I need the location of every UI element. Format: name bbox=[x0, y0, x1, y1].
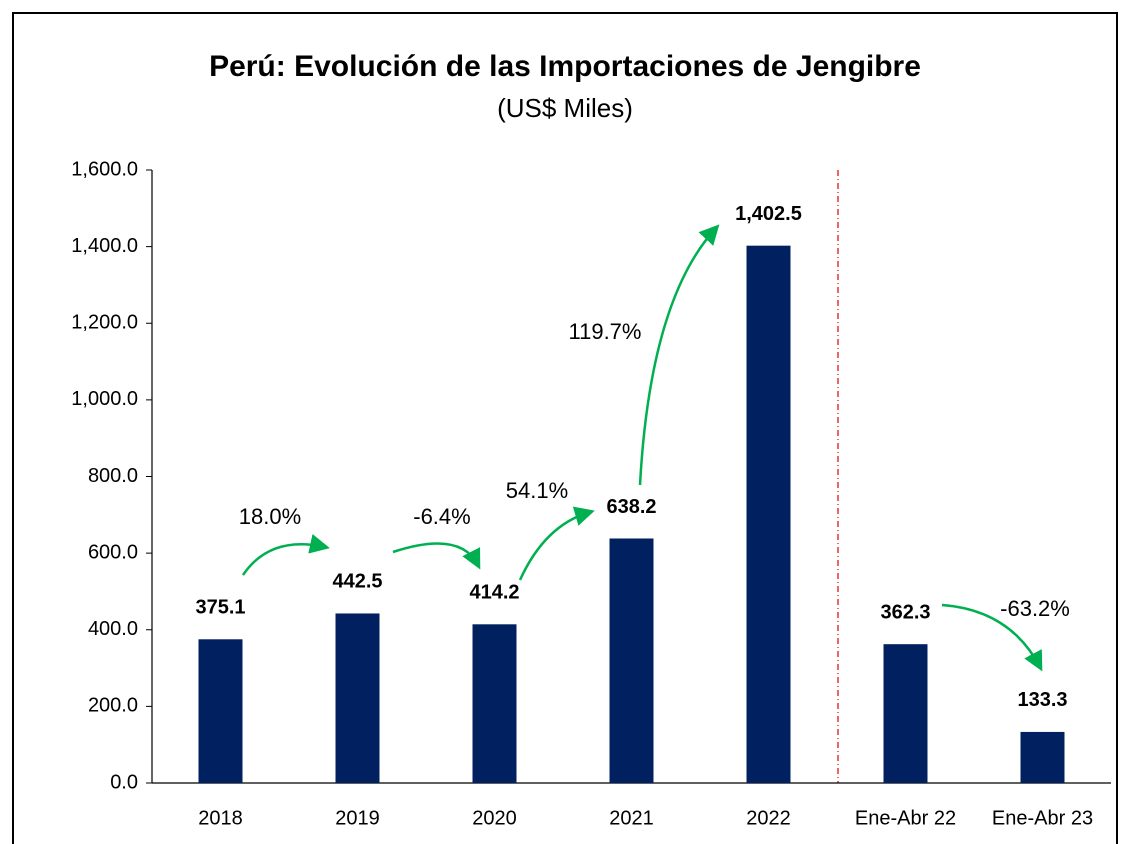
bar bbox=[1020, 731, 1065, 783]
y-tick-label: 600.0 bbox=[88, 541, 138, 563]
frame bbox=[12, 12, 1118, 844]
data-label: 362.3 bbox=[880, 601, 930, 623]
chart-subtitle: (US$ Miles) bbox=[497, 93, 633, 123]
y-tick-label: 400.0 bbox=[88, 618, 138, 640]
bar bbox=[335, 613, 380, 783]
chart-title: Perú: Evolución de las Importaciones de … bbox=[209, 50, 921, 83]
y-tick-label: 1,000.0 bbox=[71, 388, 138, 410]
x-tick-label: 2021 bbox=[609, 807, 654, 829]
growth-arrow bbox=[638, 224, 720, 486]
growth-label: 119.7% bbox=[569, 319, 642, 344]
data-label: 1,402.5 bbox=[735, 203, 802, 225]
growth-label: 54.1% bbox=[506, 478, 568, 503]
x-tick-label: Ene-Abr 22 bbox=[855, 807, 956, 829]
bar bbox=[198, 639, 243, 783]
x-tick-label: 2020 bbox=[472, 807, 517, 829]
growth-arrow bbox=[518, 506, 595, 581]
data-label: 133.3 bbox=[1017, 689, 1067, 711]
x-tick-label: 2019 bbox=[335, 807, 380, 829]
growth-label: -63.2% bbox=[1000, 596, 1070, 621]
x-tick-label: 2022 bbox=[746, 807, 791, 829]
data-label: 414.2 bbox=[469, 582, 519, 604]
growth-arrow bbox=[941, 603, 1043, 672]
growth-arrow bbox=[241, 534, 330, 576]
bar bbox=[609, 538, 654, 783]
growth-label: 18.0% bbox=[239, 504, 301, 529]
growth-label: -6.4% bbox=[413, 504, 470, 529]
x-tick-label: 2018 bbox=[198, 807, 243, 829]
x-tick-label: Ene-Abr 23 bbox=[992, 807, 1093, 829]
data-label: 375.1 bbox=[195, 597, 245, 619]
growth-arrow bbox=[392, 542, 481, 570]
y-tick-label: 1,200.0 bbox=[71, 312, 138, 334]
bar bbox=[883, 644, 928, 783]
bar bbox=[472, 624, 517, 783]
y-tick-label: 800.0 bbox=[88, 465, 138, 487]
y-tick-label: 0.0 bbox=[110, 771, 138, 793]
y-tick-label: 1,600.0 bbox=[71, 158, 138, 180]
y-tick-label: 200.0 bbox=[88, 695, 138, 717]
bar bbox=[746, 245, 791, 784]
data-label: 442.5 bbox=[332, 571, 382, 593]
data-label: 638.2 bbox=[606, 496, 656, 518]
y-tick-label: 1,400.0 bbox=[71, 235, 138, 257]
